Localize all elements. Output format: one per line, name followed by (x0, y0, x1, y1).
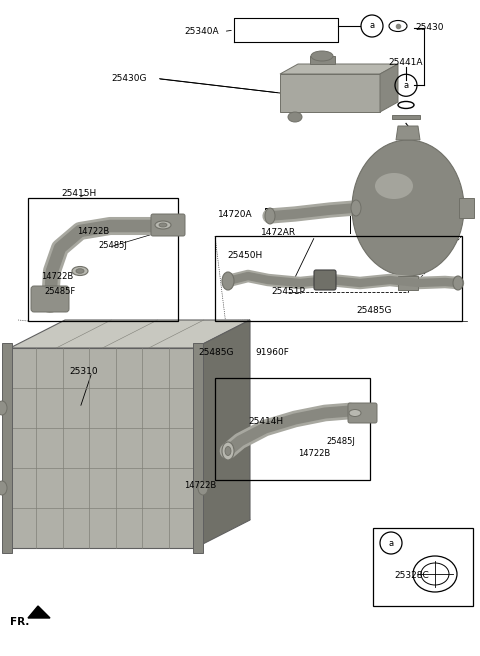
Polygon shape (310, 56, 335, 64)
Polygon shape (2, 343, 12, 553)
Text: 14722B: 14722B (184, 481, 217, 490)
Text: FR.: FR. (11, 617, 30, 627)
Ellipse shape (76, 269, 84, 274)
Polygon shape (280, 64, 398, 74)
Ellipse shape (351, 200, 361, 216)
Text: 14722B: 14722B (298, 449, 331, 459)
Text: 25485F: 25485F (44, 287, 76, 297)
Text: 25328C: 25328C (395, 571, 429, 580)
Polygon shape (396, 126, 420, 140)
Ellipse shape (265, 208, 275, 224)
Polygon shape (392, 115, 420, 119)
FancyBboxPatch shape (348, 403, 377, 423)
Ellipse shape (311, 51, 333, 61)
Text: 25485J: 25485J (98, 241, 127, 251)
Text: 25485G: 25485G (198, 348, 234, 357)
Bar (28, 198, 178, 321)
Text: 25485G: 25485G (357, 306, 392, 315)
Text: 14722B: 14722B (41, 272, 74, 281)
Text: 1472AR: 1472AR (261, 228, 296, 237)
Polygon shape (195, 320, 250, 548)
Text: a: a (388, 539, 394, 548)
Text: 14720A: 14720A (218, 210, 252, 219)
Polygon shape (380, 64, 398, 112)
Ellipse shape (375, 173, 413, 199)
Text: a: a (403, 81, 408, 90)
Polygon shape (459, 198, 474, 218)
Text: 14722B: 14722B (77, 227, 110, 236)
Text: 25430G: 25430G (112, 74, 147, 83)
Ellipse shape (198, 481, 208, 495)
Ellipse shape (225, 447, 231, 455)
Ellipse shape (352, 140, 464, 276)
Text: 25451P: 25451P (271, 287, 305, 297)
Ellipse shape (222, 442, 234, 460)
Ellipse shape (0, 481, 7, 495)
Ellipse shape (453, 276, 463, 290)
Polygon shape (10, 348, 195, 548)
Ellipse shape (349, 409, 361, 417)
Ellipse shape (288, 112, 302, 122)
Text: 25430: 25430 (415, 23, 444, 32)
Text: 25414H: 25414H (249, 417, 284, 426)
Polygon shape (398, 276, 418, 290)
Bar (215, 236, 462, 321)
Ellipse shape (222, 272, 234, 290)
Text: 25441A: 25441A (388, 58, 423, 67)
Text: 25310: 25310 (70, 367, 98, 377)
Text: 25450H: 25450H (227, 251, 263, 260)
Bar (215, 378, 370, 480)
Ellipse shape (72, 266, 88, 276)
Ellipse shape (0, 401, 7, 415)
FancyBboxPatch shape (31, 286, 69, 312)
FancyBboxPatch shape (314, 270, 336, 290)
Bar (373, 528, 473, 606)
Text: 25340A: 25340A (184, 27, 219, 36)
Text: 25485J: 25485J (326, 437, 355, 446)
Text: a: a (370, 22, 374, 30)
FancyBboxPatch shape (151, 214, 185, 236)
Ellipse shape (159, 223, 167, 227)
Ellipse shape (155, 221, 171, 229)
Polygon shape (10, 320, 250, 348)
Polygon shape (280, 74, 380, 112)
Polygon shape (28, 606, 50, 618)
Polygon shape (193, 343, 203, 553)
Text: 25415H: 25415H (61, 189, 97, 198)
Text: 91960F: 91960F (256, 348, 289, 357)
